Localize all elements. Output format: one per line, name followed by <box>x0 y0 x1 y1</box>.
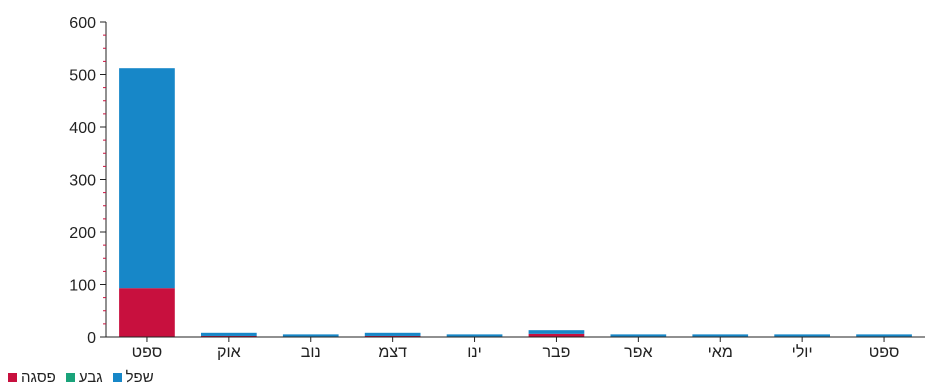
y-tick-label: 0 <box>87 330 96 347</box>
x-tick-label: אוק <box>217 344 241 361</box>
legend-label: שפל <box>125 368 154 386</box>
legend-swatch <box>8 372 17 382</box>
x-tick-label: אפר <box>624 344 652 361</box>
bar-segment <box>692 334 749 337</box>
x-tick-label: נוב <box>301 344 321 361</box>
bar-segment <box>201 335 257 337</box>
legend-label: פסגה <box>21 368 56 386</box>
bar-segment <box>856 334 912 337</box>
x-axis: ספט אוק נוב דצמ ינו פבר אפר מאי יולי ספט <box>106 336 925 361</box>
bar-segment <box>528 330 585 334</box>
x-tick-label: פבר <box>543 344 571 361</box>
y-tick-label: 200 <box>69 225 96 242</box>
x-tick-label: יולי <box>792 343 813 361</box>
legend-label: גבע <box>78 368 103 386</box>
y-axis: 0 100 200 300 400 500 600 <box>69 15 107 347</box>
legend-swatch <box>65 372 75 382</box>
bar-segment <box>446 334 503 337</box>
bar-segment <box>282 334 339 337</box>
y-tick-label: 100 <box>69 278 96 295</box>
legend-item[interactable]: גבע <box>65 368 103 386</box>
x-tick-label: ספט <box>132 344 163 361</box>
bars <box>119 68 912 337</box>
y-tick-label: 400 <box>69 120 96 137</box>
bar-segment <box>528 333 585 337</box>
bar-segment <box>201 332 257 336</box>
x-tick-label: דצמ <box>378 344 407 361</box>
legend-swatch <box>112 372 122 382</box>
bar-segment <box>119 288 175 337</box>
legend: פסגה גבע שפל <box>8 368 154 386</box>
y-tick-label: 600 <box>69 15 96 32</box>
x-tick-label: ספט <box>869 344 900 361</box>
bar-segment <box>610 334 667 337</box>
bar-segment <box>119 68 175 289</box>
bar-segment <box>364 332 421 336</box>
bar-segment <box>364 335 421 337</box>
x-tick-label: ינו <box>467 344 482 361</box>
legend-item[interactable]: שפל <box>112 368 154 386</box>
y-tick-label: 300 <box>69 173 96 190</box>
legend-item[interactable]: פסגה <box>8 369 56 386</box>
y-tick-label: 500 <box>69 68 96 85</box>
x-tick-label: מאי <box>708 344 733 361</box>
bar-segment <box>774 334 830 337</box>
